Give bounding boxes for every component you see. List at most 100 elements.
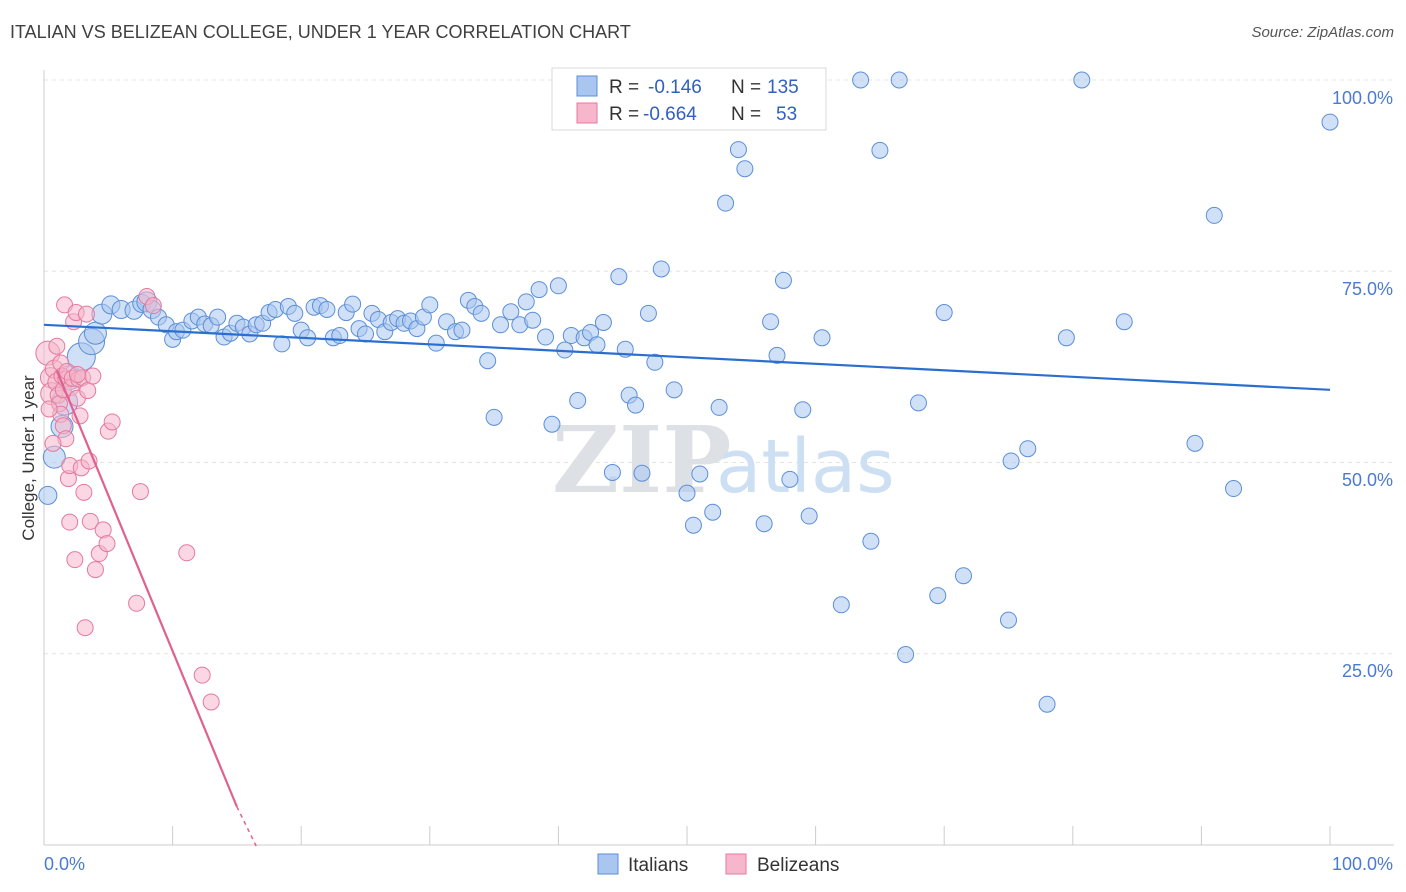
italians-point	[652, 260, 670, 278]
italians-point	[897, 646, 915, 664]
italians-point	[38, 485, 58, 505]
legend-belizeans-label: Belizeans	[757, 855, 839, 876]
italians-point	[755, 515, 773, 533]
italians-point	[603, 463, 621, 481]
chart-title: ITALIAN VS BELIZEAN COLLEGE, UNDER 1 YEA…	[10, 22, 631, 42]
italians-point	[929, 587, 947, 605]
belizeans-point	[81, 512, 99, 530]
italians-point	[530, 281, 548, 299]
series-legend: Italians Belizeans	[597, 853, 839, 876]
legend-n-value-italians: 135	[767, 77, 799, 98]
belizeans-point	[61, 513, 79, 531]
belizeans-point	[193, 666, 211, 684]
belizeans-point	[76, 619, 94, 637]
belizeans-point	[79, 382, 97, 400]
y-axis-label: College, Under 1 year	[19, 375, 38, 541]
italians-point	[1000, 611, 1017, 629]
y-tick-label-50: 50.0%	[1342, 470, 1393, 490]
watermark-zip: ZIP	[552, 406, 731, 514]
belizeans-point	[202, 693, 220, 711]
italians-point	[794, 401, 812, 419]
italians-point	[1225, 480, 1243, 498]
y-tick-label-25: 25.0%	[1342, 661, 1393, 681]
italians-point	[935, 304, 953, 322]
italians-point	[762, 313, 780, 331]
italians-point	[549, 277, 567, 295]
italians-point	[357, 325, 374, 343]
italians-point	[610, 268, 628, 286]
italians-point	[1057, 329, 1075, 347]
italians-point	[1002, 452, 1020, 470]
italians-point	[646, 353, 664, 371]
italians-point	[524, 311, 542, 329]
x-tick-label-100: 100.0%	[1332, 854, 1393, 874]
italians-point	[678, 484, 696, 502]
belizeans-point	[128, 594, 146, 612]
italians-point	[427, 334, 445, 352]
italians-point	[710, 398, 728, 416]
legend-r-label-italians: R =	[609, 77, 639, 98]
legend-box	[551, 67, 827, 131]
italians-points	[38, 71, 1339, 713]
italians-point	[344, 295, 362, 313]
italians-point	[800, 507, 818, 525]
italians-point	[569, 392, 587, 410]
belizeans-point	[75, 483, 93, 501]
belizeans-point	[86, 561, 104, 579]
italians-point	[639, 304, 657, 322]
italians-point	[479, 352, 497, 370]
italians-point	[862, 532, 880, 550]
italians-point	[684, 516, 702, 534]
italians-point	[485, 408, 503, 426]
italians-point	[691, 465, 709, 483]
legend-italians-swatch	[597, 853, 619, 875]
italians-point	[1019, 440, 1037, 458]
italians-point	[588, 336, 606, 354]
italians-point	[209, 308, 227, 326]
belizeans-point	[40, 400, 58, 418]
belizeans-point	[68, 366, 86, 384]
italians-point	[704, 503, 722, 521]
belizeans-point	[103, 413, 121, 431]
legend-n-label-italians: N =	[731, 77, 761, 98]
italians-point	[1073, 71, 1091, 89]
italians-point	[492, 316, 510, 334]
y-tick-label-100: 100.0%	[1332, 88, 1393, 108]
italians-point	[421, 296, 439, 314]
italians-point	[633, 464, 651, 482]
italians-point	[781, 470, 799, 488]
belizeans-point	[44, 434, 62, 452]
italians-point	[890, 71, 908, 89]
legend-swatch-belizeans	[576, 102, 598, 124]
watermark: ZIP atlas	[552, 406, 895, 514]
source-credit: Source: ZipAtlas.com	[1251, 24, 1394, 41]
italians-point	[813, 329, 831, 347]
italians-point	[318, 301, 336, 318]
belizeans-point	[84, 367, 102, 385]
italians-point	[717, 194, 735, 212]
italians-point	[954, 567, 972, 585]
italians-point	[517, 293, 535, 311]
legend-r-value-italians: -0.146	[648, 77, 702, 98]
belizeans-point	[48, 337, 66, 355]
italians-point	[1038, 695, 1056, 713]
italians-point	[736, 160, 754, 178]
italians-point	[1186, 434, 1204, 452]
legend-n-value-belizeans: 53	[776, 104, 797, 125]
italians-point	[627, 396, 645, 414]
belizeans-point	[131, 483, 149, 501]
italians-point	[729, 141, 747, 159]
italians-point	[472, 304, 490, 322]
italians-point	[286, 304, 304, 322]
italians-point	[1321, 113, 1339, 131]
italians-point	[273, 335, 291, 353]
italians-point	[453, 321, 471, 339]
watermark-atlas: atlas	[716, 424, 895, 510]
legend-swatch-italians	[576, 75, 598, 97]
italians-point	[871, 141, 889, 159]
italians-point	[537, 328, 555, 346]
italians-point	[852, 71, 870, 89]
belizeans-point	[98, 535, 116, 553]
italians-point	[543, 415, 561, 433]
